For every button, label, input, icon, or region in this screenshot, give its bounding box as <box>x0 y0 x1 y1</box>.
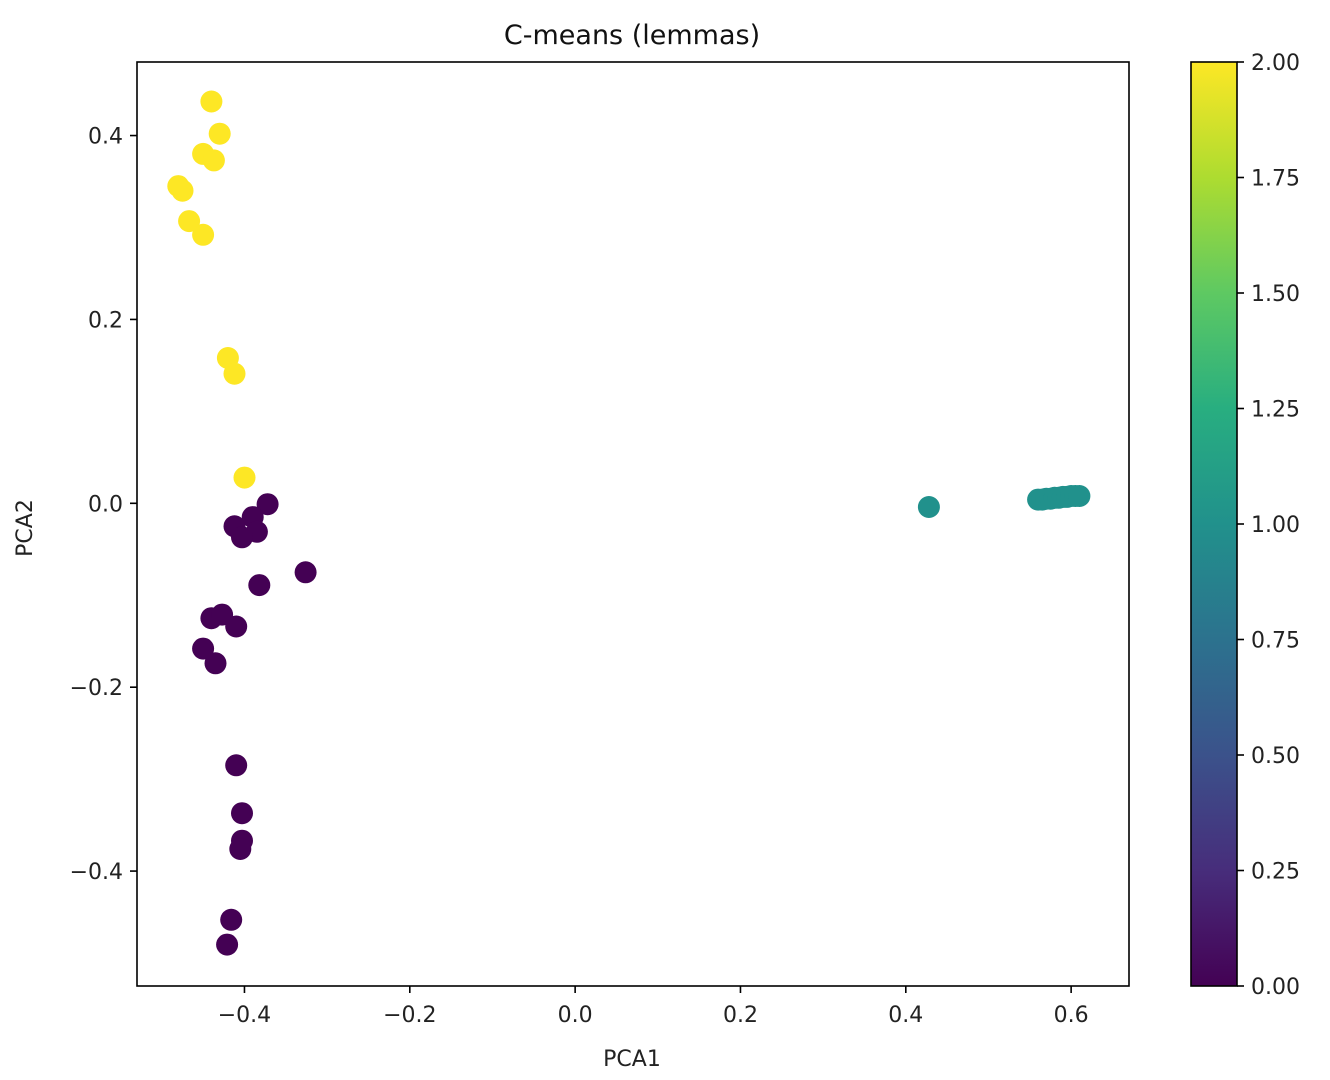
data-point-cluster-2 <box>171 179 194 202</box>
colorbar-tick-label: 0.00 <box>1251 975 1300 1000</box>
y-axis-ticks: −0.4 −0.2 0.0 0.2 0.4 <box>70 125 137 885</box>
data-point-cluster-2 <box>208 122 231 145</box>
colorbar-tick-label: 0.25 <box>1251 860 1300 885</box>
colorbar-tick-label: 0.75 <box>1251 629 1300 654</box>
data-point-cluster-0 <box>225 615 248 638</box>
y-tick-label: −0.2 <box>70 676 123 701</box>
data-point-cluster-2 <box>233 466 256 489</box>
data-point-cluster-0 <box>231 526 253 549</box>
y-tick-label: −0.4 <box>70 860 123 885</box>
colorbar-tick-label: 1.50 <box>1251 282 1300 307</box>
data-point-cluster-0 <box>225 754 248 777</box>
y-tick-label: 0.4 <box>88 125 123 150</box>
x-tick-label: −0.2 <box>383 1003 436 1028</box>
y-tick-label: 0.2 <box>88 308 123 333</box>
data-point-cluster-0 <box>229 838 252 860</box>
colorbar-tick-label: 2.00 <box>1251 51 1300 76</box>
data-point-cluster-1 <box>1068 485 1091 507</box>
data-point-cluster-0 <box>231 802 253 825</box>
y-tick-label: 0.0 <box>88 492 123 517</box>
data-point-cluster-0 <box>256 493 279 516</box>
data-point-cluster-2 <box>202 149 225 172</box>
data-points <box>167 90 1091 956</box>
data-point-cluster-0 <box>216 933 239 956</box>
colorbar-tick-label: 0.50 <box>1251 744 1300 769</box>
data-point-cluster-2 <box>178 210 201 233</box>
colorbar-ticks: 0.00 0.25 0.50 0.75 1.00 1.25 1.50 1.75 2.00 <box>1237 51 1300 1000</box>
data-point-cluster-0 <box>204 652 227 675</box>
data-point-cluster-2 <box>223 362 246 385</box>
data-point-cluster-0 <box>192 637 215 660</box>
x-tick-label: 0.2 <box>723 1003 758 1028</box>
data-point-cluster-0 <box>248 574 271 597</box>
y-axis-label: PCA2 <box>13 499 38 557</box>
data-point-cluster-1 <box>917 496 940 518</box>
x-tick-label: 0.0 <box>558 1003 593 1028</box>
colorbar <box>1190 61 1238 987</box>
x-tick-label: −0.4 <box>218 1003 271 1028</box>
data-point-cluster-0 <box>220 908 243 931</box>
data-point-cluster-2 <box>200 90 223 113</box>
x-tick-label: 0.6 <box>1054 1003 1089 1028</box>
colorbar-tick-label: 1.25 <box>1251 398 1300 423</box>
plot-area-frame <box>136 61 1130 987</box>
x-tick-label: 0.4 <box>888 1003 923 1028</box>
colorbar-tick-label: 1.00 <box>1251 513 1300 538</box>
data-point-cluster-0 <box>294 561 317 584</box>
x-axis-label: PCA1 <box>603 1047 661 1072</box>
colorbar-tick-label: 1.75 <box>1251 167 1300 192</box>
x-axis-ticks: −0.4 −0.2 0.0 0.2 0.4 0.6 <box>218 986 1089 1028</box>
chart-title: C-means (lemmas) <box>504 20 760 51</box>
data-point-cluster-2 <box>192 223 215 246</box>
